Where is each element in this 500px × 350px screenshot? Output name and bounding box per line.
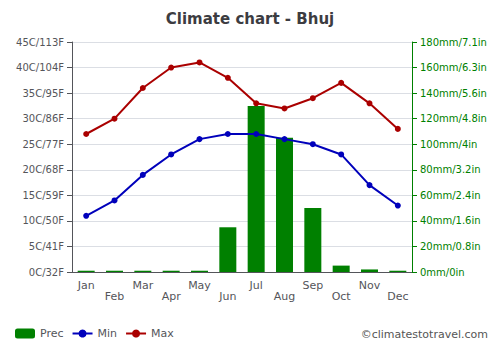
- svg-text:Max: Max: [151, 327, 174, 340]
- svg-text:20mm/0.8in: 20mm/0.8in: [420, 241, 481, 252]
- svg-text:10C/50F: 10C/50F: [22, 215, 64, 226]
- svg-text:Dec: Dec: [387, 290, 408, 303]
- svg-text:45C/113F: 45C/113F: [16, 37, 64, 48]
- svg-text:25C/77F: 25C/77F: [22, 139, 64, 150]
- svg-text:Jul: Jul: [249, 279, 263, 292]
- svg-text:Aug: Aug: [274, 290, 295, 303]
- svg-text:Feb: Feb: [105, 290, 124, 303]
- svg-text:180mm/7.1in: 180mm/7.1in: [420, 37, 487, 48]
- svg-text:100mm/4in: 100mm/4in: [420, 139, 477, 150]
- svg-text:60mm/2.4in: 60mm/2.4in: [420, 190, 481, 201]
- svg-text:Sep: Sep: [302, 279, 323, 292]
- svg-text:120mm/4.8in: 120mm/4.8in: [420, 113, 487, 124]
- svg-text:20C/68F: 20C/68F: [22, 164, 64, 175]
- svg-text:0mm/0in: 0mm/0in: [420, 267, 465, 278]
- svg-text:Nov: Nov: [359, 279, 381, 292]
- svg-text:35C/95F: 35C/95F: [22, 88, 64, 99]
- svg-text:Apr: Apr: [162, 290, 182, 303]
- svg-text:30C/86F: 30C/86F: [22, 113, 64, 124]
- svg-text:140mm/5.6in: 140mm/5.6in: [420, 88, 487, 99]
- svg-text:0C/32F: 0C/32F: [29, 267, 64, 278]
- svg-text:Oct: Oct: [332, 290, 352, 303]
- svg-text:Jan: Jan: [77, 279, 95, 292]
- svg-text:Mar: Mar: [132, 279, 153, 292]
- svg-text:160mm/6.3in: 160mm/6.3in: [420, 62, 487, 73]
- svg-text:May: May: [188, 279, 211, 292]
- svg-text:40C/104F: 40C/104F: [16, 62, 64, 73]
- svg-text:Prec: Prec: [40, 327, 64, 340]
- svg-text:Min: Min: [98, 327, 118, 340]
- svg-text:Jun: Jun: [218, 290, 236, 303]
- svg-text:80mm/3.2in: 80mm/3.2in: [420, 164, 481, 175]
- svg-text:5C/41F: 5C/41F: [29, 241, 64, 252]
- svg-text:©climatestotravel.com: ©climatestotravel.com: [361, 328, 488, 341]
- svg-text:40mm/1.6in: 40mm/1.6in: [420, 215, 481, 226]
- svg-text:Climate chart - Bhuj: Climate chart - Bhuj: [166, 10, 334, 28]
- svg-text:15C/59F: 15C/59F: [22, 190, 64, 201]
